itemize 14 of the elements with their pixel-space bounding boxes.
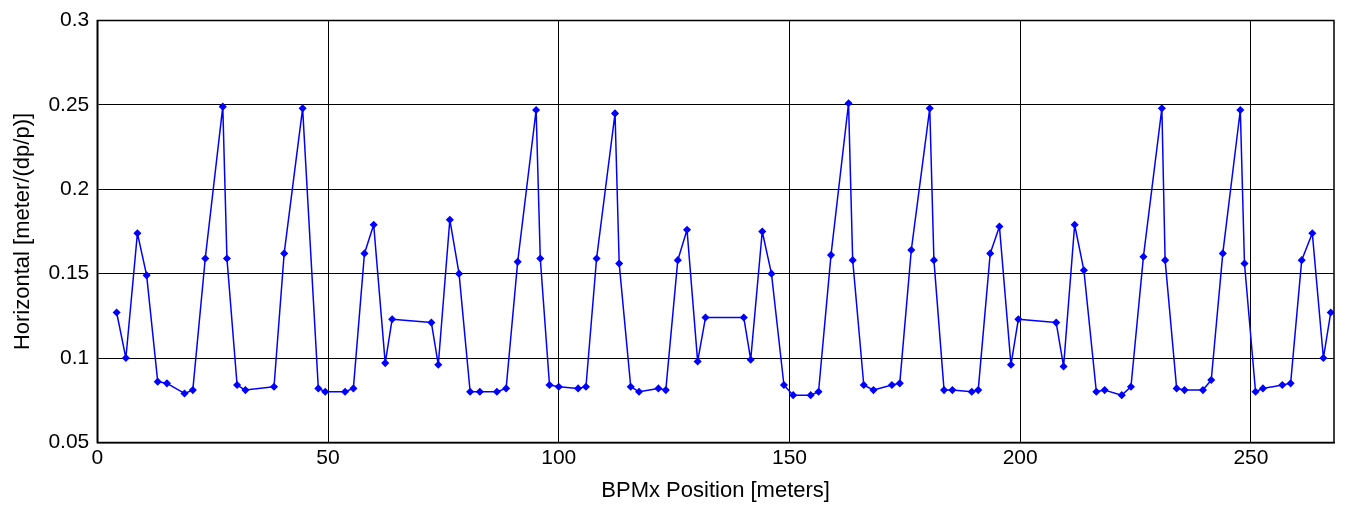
x-tick-label: 0 xyxy=(91,444,104,468)
y-tick-label: 0.05 xyxy=(48,429,90,453)
x-tick-label: 200 xyxy=(1002,444,1038,468)
y-tick-label: 0.15 xyxy=(48,260,90,284)
x-axis-title: BPMx Position [meters] xyxy=(601,476,830,502)
y-tick-label: 0.1 xyxy=(60,344,90,368)
y-tick-label: 0.25 xyxy=(48,91,90,115)
x-tick-label: 100 xyxy=(541,444,577,468)
y-tick-label: 0.2 xyxy=(60,176,90,200)
x-tick-label: 50 xyxy=(316,444,340,468)
y-axis-title: Horizontal [meter/(dp/p)] xyxy=(9,112,35,351)
x-tick-label: 250 xyxy=(1233,444,1269,468)
x-tick-label: 150 xyxy=(771,444,807,468)
y-tick-label: 0.3 xyxy=(60,7,90,31)
